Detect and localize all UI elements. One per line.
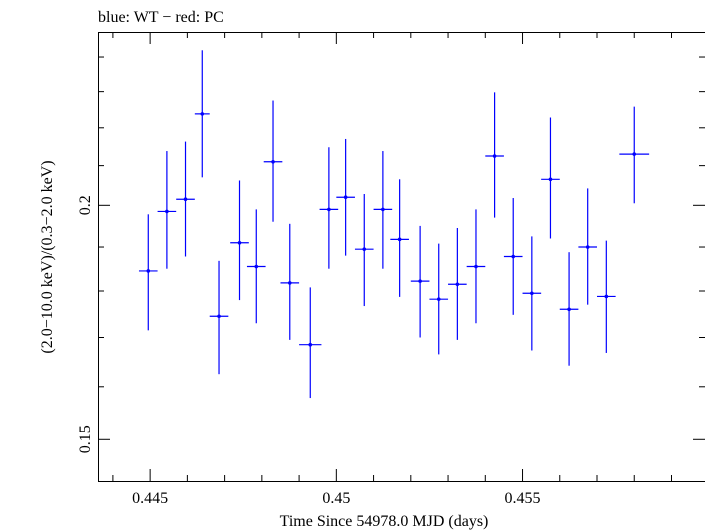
x-axis-label: Time Since 54978.0 MJD (days) (280, 513, 489, 530)
point-marker (397, 237, 402, 242)
data-point (336, 138, 355, 256)
data-point (485, 92, 504, 218)
point-marker (474, 264, 478, 269)
data-point (319, 147, 339, 269)
point-marker (327, 207, 331, 212)
point-marker (567, 307, 571, 312)
data-point (541, 117, 560, 239)
point-marker (585, 245, 590, 249)
data-point (230, 180, 249, 301)
x-tick-label: 0.455 (505, 490, 541, 507)
y-tick-label: 0.15 (77, 425, 94, 453)
point-marker (604, 294, 609, 299)
data-point (299, 287, 322, 399)
data-point (209, 260, 229, 375)
point-marker (492, 154, 497, 158)
point-marker (287, 281, 292, 285)
point-marker (632, 152, 637, 156)
y-axis-label: (2.0−10.0 keV)/(0.3−2.0 keV) (39, 160, 56, 353)
point-marker (237, 240, 242, 245)
point-marker (343, 195, 348, 200)
data-point (138, 214, 158, 331)
point-marker (183, 197, 188, 202)
x-tick-label: 0.45 (322, 490, 350, 507)
point-marker (362, 247, 367, 251)
point-marker (530, 291, 534, 296)
point-marker (254, 264, 259, 269)
data-point (619, 106, 650, 204)
chart-title: blue: WT − red: PC (98, 9, 224, 26)
data-point (559, 252, 579, 366)
data-point (176, 141, 195, 257)
y-axis-ticks: 0.15 0.2 (77, 56, 705, 453)
point-marker (381, 207, 385, 212)
x-axis-ticks: 0.445 0.45 0.455 (112, 32, 672, 507)
data-point (466, 209, 486, 324)
data-point (280, 223, 300, 340)
data-point (157, 151, 177, 269)
y-tick-label: 0.2 (77, 195, 94, 215)
data-points (138, 50, 650, 399)
data-point (373, 151, 393, 269)
data-point (578, 188, 598, 305)
data-point (448, 227, 467, 340)
point-marker (146, 269, 151, 273)
data-point (429, 243, 449, 355)
point-marker (271, 159, 275, 164)
point-marker (511, 254, 516, 259)
x-tick-label: 0.445 (132, 490, 168, 507)
point-marker (217, 314, 221, 319)
point-marker (200, 112, 205, 116)
point-marker (308, 342, 313, 347)
point-marker (418, 279, 422, 283)
data-point (503, 198, 523, 315)
data-point (194, 50, 210, 178)
data-point (246, 209, 266, 324)
data-point (263, 100, 283, 222)
point-marker (165, 209, 169, 214)
data-point (597, 240, 616, 353)
point-marker (436, 297, 441, 301)
data-point (354, 194, 374, 307)
plot-frame (98, 32, 705, 482)
point-marker (548, 177, 553, 182)
data-point (522, 236, 542, 351)
point-marker (455, 282, 460, 287)
data-point (390, 179, 409, 297)
data-point (410, 225, 430, 338)
